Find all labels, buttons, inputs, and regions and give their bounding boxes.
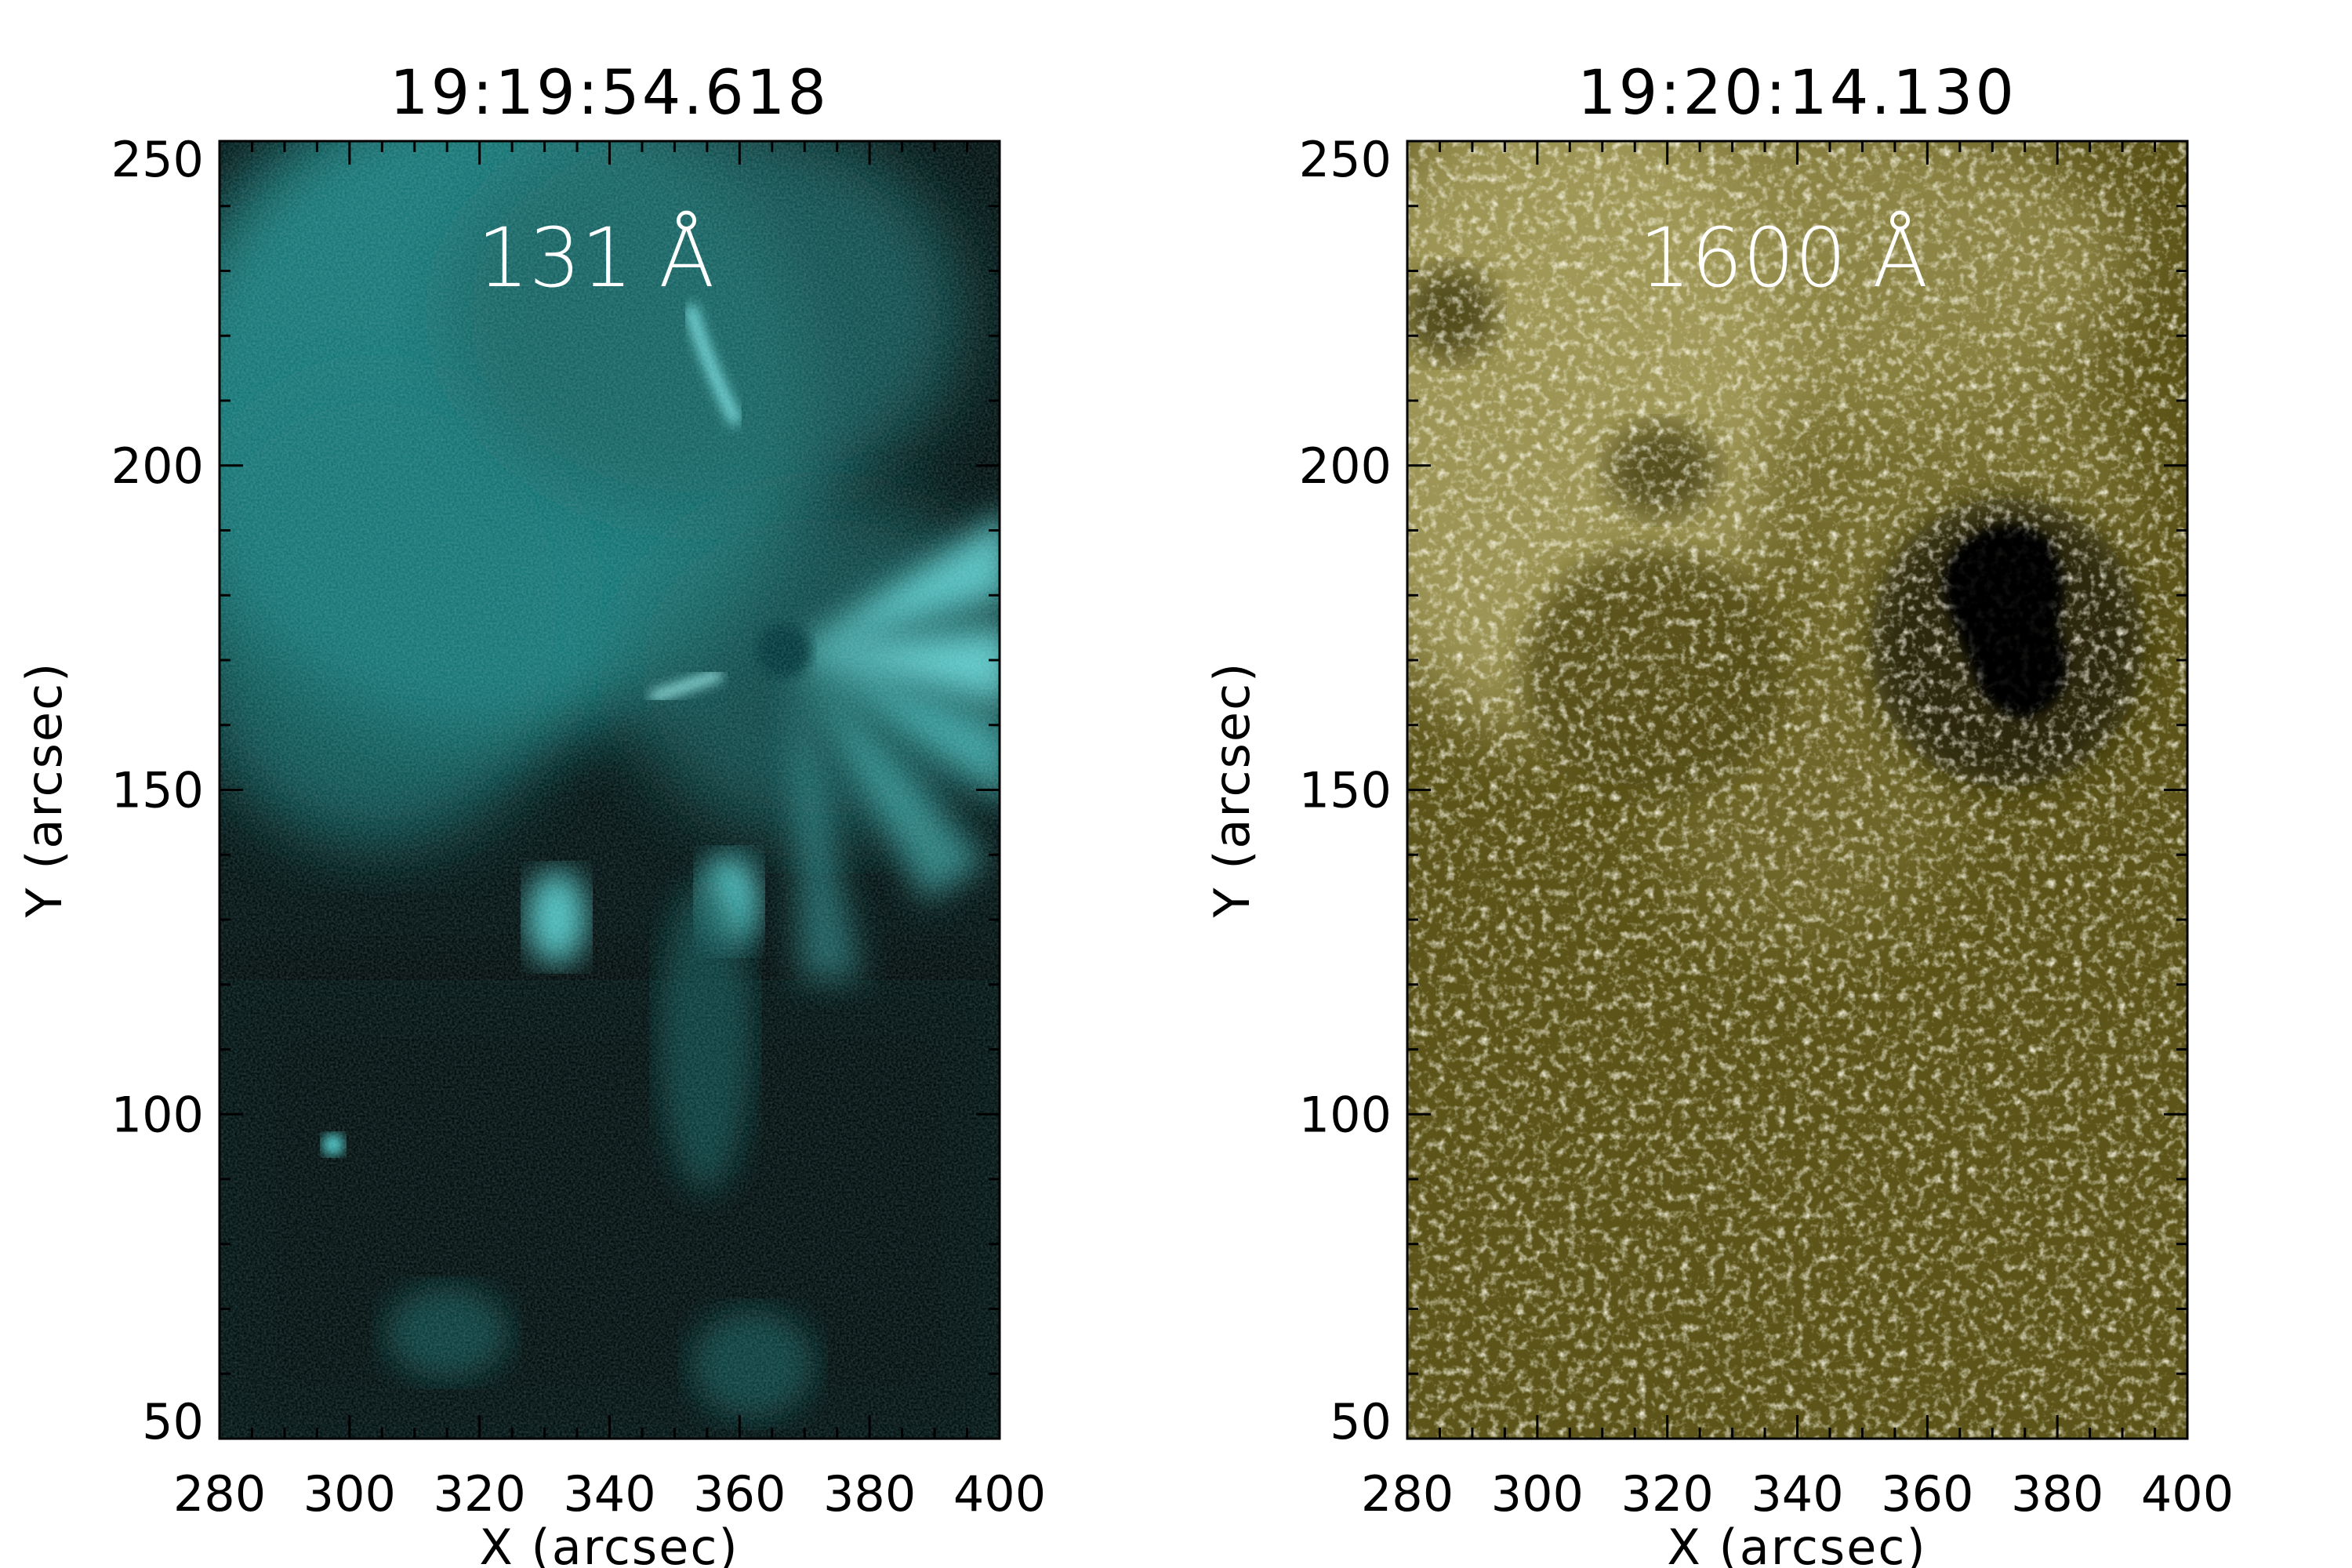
y-tick-label: 250 — [111, 131, 204, 188]
x-tick-label: 300 — [1491, 1465, 1584, 1523]
x-tick-label: 320 — [433, 1465, 525, 1523]
y-tick-label: 50 — [1330, 1393, 1392, 1450]
x-tick-label: 340 — [563, 1465, 655, 1523]
x-tick-label: 380 — [2011, 1465, 2103, 1523]
panel-title: 19:20:14.130 — [1577, 58, 2016, 129]
y-axis-title: Y (arcsec) — [16, 662, 73, 919]
x-tick-label: 400 — [953, 1465, 1046, 1523]
x-tick-label: 280 — [1361, 1465, 1454, 1523]
uv-image — [1407, 141, 2187, 1439]
x-tick-label: 300 — [303, 1465, 396, 1523]
panel-131: 19:19:54.618 — [16, 58, 1046, 1568]
wavelength-label: 1600 Å — [1639, 210, 1929, 306]
x-tick-label: 380 — [823, 1465, 916, 1523]
panel-title: 19:19:54.618 — [390, 58, 829, 129]
y-axis-title: Y (arcsec) — [1203, 662, 1261, 919]
x-tick-label: 400 — [2141, 1465, 2234, 1523]
y-tick-label: 150 — [1299, 762, 1392, 819]
y-tick-label: 100 — [1299, 1086, 1392, 1143]
x-axis-title: X (arcsec) — [479, 1519, 739, 1568]
y-tick-label: 150 — [111, 762, 204, 819]
x-tick-label: 360 — [1881, 1465, 1973, 1523]
y-tick-label: 100 — [111, 1086, 204, 1143]
euv-image — [220, 141, 1000, 1439]
x-tick-label: 320 — [1621, 1465, 1713, 1523]
x-tick-label: 340 — [1751, 1465, 1843, 1523]
axes: 280 300 320 340 360 380 400 50 100 150 200 250 — [111, 131, 1047, 1523]
y-tick-label: 250 — [1299, 131, 1392, 188]
axes: 280 300 320 340 360 380 400 50 100 150 200 250 — [1299, 131, 2234, 1523]
wavelength-label: 131 Å — [477, 210, 715, 306]
x-tick-label: 360 — [693, 1465, 786, 1523]
x-axis-title: X (arcsec) — [1667, 1519, 1926, 1568]
y-tick-label: 50 — [142, 1393, 204, 1450]
y-tick-label: 200 — [1299, 437, 1392, 495]
panel-1600: 19:20:14.130 1600 Å 280 300 320 340 360 380 40… — [1203, 58, 2234, 1568]
x-tick-label: 280 — [173, 1465, 266, 1523]
y-tick-label: 200 — [111, 437, 204, 495]
